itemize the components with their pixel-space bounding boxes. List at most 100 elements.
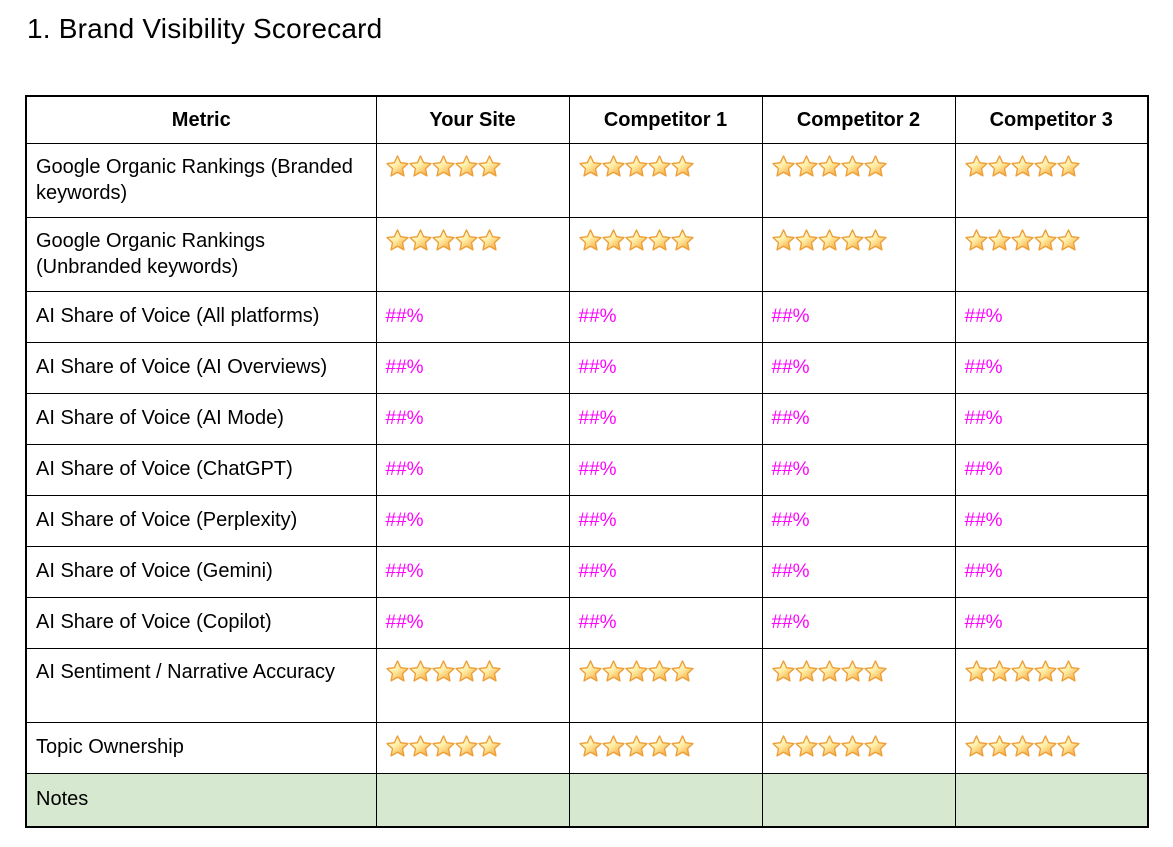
star-rating-cell[interactable] — [568, 648, 763, 724]
metric-label: AI Share of Voice (Copilot) — [36, 611, 272, 634]
star-icon — [647, 660, 671, 682]
percent-value-cell[interactable]: ##% — [568, 342, 763, 395]
star-rating-cell[interactable] — [375, 143, 570, 219]
percent-value-cell[interactable]: ##% — [954, 546, 1149, 599]
percent-placeholder: ##% — [578, 612, 617, 634]
metric-label-cell[interactable]: AI Share of Voice (AI Overviews) — [25, 342, 377, 395]
metric-label-cell[interactable]: Notes — [25, 773, 377, 828]
star-rating-cell[interactable] — [954, 722, 1149, 775]
percent-value-cell[interactable]: ##% — [954, 342, 1149, 395]
percent-value-cell[interactable]: ##% — [954, 495, 1149, 548]
percent-value-cell[interactable]: ##% — [375, 444, 570, 497]
column-header-competitor-2[interactable]: Competitor 2 — [761, 95, 956, 145]
percent-value-cell[interactable]: ##% — [954, 597, 1149, 650]
percent-placeholder: ##% — [964, 306, 1003, 328]
percent-value-cell[interactable]: ##% — [375, 597, 570, 650]
star-icon — [624, 229, 648, 251]
star-rating — [964, 229, 1080, 252]
table-row: AI Share of Voice (Perplexity) ##% ##% ##% #… — [25, 495, 1149, 548]
percent-value-cell[interactable]: ##% — [954, 444, 1149, 497]
column-header-competitor-1[interactable]: Competitor 1 — [568, 95, 763, 145]
percent-placeholder: ##% — [771, 357, 810, 379]
percent-value-cell[interactable]: ##% — [568, 291, 763, 344]
star-rating-cell[interactable] — [761, 648, 956, 724]
star-icon — [817, 229, 841, 251]
metric-label-cell[interactable]: AI Share of Voice (All platforms) — [25, 291, 377, 344]
percent-placeholder: ##% — [578, 459, 617, 481]
metric-label-cell[interactable]: Google Organic Rankings (Unbranded keywo… — [25, 217, 377, 293]
star-icon — [408, 229, 432, 251]
percent-value-cell[interactable]: ##% — [375, 291, 570, 344]
star-rating-cell[interactable] — [761, 217, 956, 293]
percent-placeholder: ##% — [578, 357, 617, 379]
column-header-your-site[interactable]: Your Site — [375, 95, 570, 145]
percent-value-cell[interactable]: ##% — [761, 291, 956, 344]
percent-value-cell[interactable]: ##% — [568, 546, 763, 599]
star-icon — [477, 660, 501, 682]
metric-label-cell[interactable]: AI Share of Voice (ChatGPT) — [25, 444, 377, 497]
percent-value-cell[interactable]: ##% — [954, 291, 1149, 344]
metric-label: AI Sentiment / Narrative Accuracy — [36, 661, 336, 684]
star-rating-cell[interactable] — [954, 648, 1149, 724]
percent-value-cell[interactable]: ##% — [761, 546, 956, 599]
percent-value-cell[interactable]: ##% — [375, 546, 570, 599]
star-rating-cell[interactable] — [568, 217, 763, 293]
star-icon — [624, 155, 648, 177]
percent-value-cell[interactable]: ##% — [375, 393, 570, 446]
star-icon — [670, 229, 694, 251]
table-row: AI Share of Voice (AI Overviews) ##% ##% ##… — [25, 342, 1149, 395]
percent-value-cell[interactable]: ##% — [761, 342, 956, 395]
percent-value-cell[interactable]: ##% — [568, 393, 763, 446]
percent-value-cell[interactable]: ##% — [568, 597, 763, 650]
star-icon — [1056, 229, 1080, 251]
percent-value-cell[interactable]: ##% — [761, 597, 956, 650]
star-rating — [964, 660, 1080, 683]
metric-label-cell[interactable]: Google Organic Rankings (Branded keyword… — [25, 143, 377, 219]
column-header-metric[interactable]: Metric — [25, 95, 377, 145]
percent-value-cell[interactable]: ##% — [375, 342, 570, 395]
star-rating — [385, 155, 501, 178]
notes-cell[interactable] — [375, 773, 570, 828]
star-icon — [477, 229, 501, 251]
star-icon — [817, 735, 841, 757]
star-rating-cell[interactable] — [375, 648, 570, 724]
star-rating-cell[interactable] — [761, 143, 956, 219]
star-rating-cell[interactable] — [375, 217, 570, 293]
star-icon — [964, 660, 988, 682]
column-header-competitor-3[interactable]: Competitor 3 — [954, 95, 1149, 145]
percent-placeholder: ##% — [964, 561, 1003, 583]
percent-placeholder: ##% — [385, 459, 424, 481]
star-icon — [578, 229, 602, 251]
percent-value-cell[interactable]: ##% — [568, 444, 763, 497]
percent-value-cell[interactable]: ##% — [761, 444, 956, 497]
star-icon — [771, 155, 795, 177]
star-icon — [647, 155, 671, 177]
percent-value-cell[interactable]: ##% — [761, 393, 956, 446]
metric-label-cell[interactable]: AI Share of Voice (Copilot) — [25, 597, 377, 650]
metric-label-cell[interactable]: AI Sentiment / Narrative Accuracy — [25, 648, 377, 724]
star-rating-cell[interactable] — [954, 217, 1149, 293]
star-icon — [840, 229, 864, 251]
star-rating-cell[interactable] — [568, 143, 763, 219]
notes-cell[interactable] — [761, 773, 956, 828]
percent-value-cell[interactable]: ##% — [375, 495, 570, 548]
notes-cell[interactable] — [568, 773, 763, 828]
star-icon — [670, 735, 694, 757]
percent-value-cell[interactable]: ##% — [568, 495, 763, 548]
metric-label-cell[interactable]: AI Share of Voice (Perplexity) — [25, 495, 377, 548]
percent-value-cell[interactable]: ##% — [954, 393, 1149, 446]
star-rating-cell[interactable] — [375, 722, 570, 775]
star-icon — [477, 735, 501, 757]
star-rating — [964, 155, 1080, 178]
metric-label-cell[interactable]: AI Share of Voice (AI Mode) — [25, 393, 377, 446]
star-rating-cell[interactable] — [761, 722, 956, 775]
star-rating-cell[interactable] — [954, 143, 1149, 219]
star-icon — [578, 155, 602, 177]
star-rating-cell[interactable] — [568, 722, 763, 775]
notes-cell[interactable] — [954, 773, 1149, 828]
percent-value-cell[interactable]: ##% — [761, 495, 956, 548]
metric-label-cell[interactable]: AI Share of Voice (Gemini) — [25, 546, 377, 599]
metric-label-cell[interactable]: Topic Ownership — [25, 722, 377, 775]
star-icon — [408, 735, 432, 757]
